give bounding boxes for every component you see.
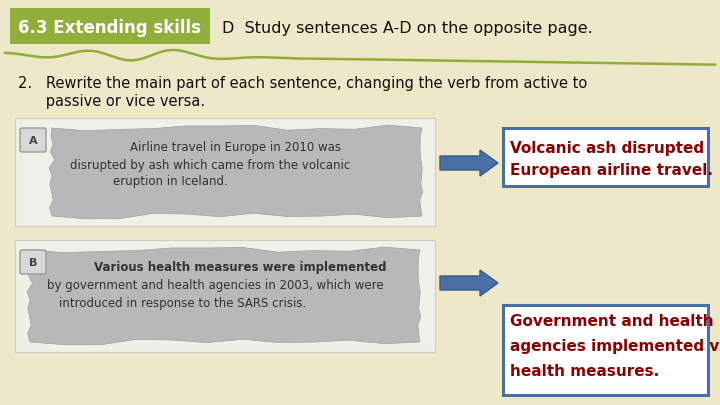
Text: Airline travel in Europe in 2010 was: Airline travel in Europe in 2010 was: [130, 141, 341, 154]
FancyArrow shape: [440, 270, 498, 296]
FancyBboxPatch shape: [503, 305, 708, 395]
Text: introduced in response to the SARS crisis.: introduced in response to the SARS crisi…: [59, 298, 307, 311]
FancyBboxPatch shape: [15, 240, 435, 352]
Text: European airline travel.: European airline travel.: [510, 162, 713, 177]
Text: 6.3 Extending skills: 6.3 Extending skills: [19, 19, 202, 37]
FancyBboxPatch shape: [15, 118, 435, 226]
Polygon shape: [49, 125, 423, 219]
FancyBboxPatch shape: [20, 128, 46, 152]
Text: by government and health agencies in 2003, which were: by government and health agencies in 200…: [47, 279, 383, 292]
Text: health measures.: health measures.: [510, 364, 660, 379]
Text: A: A: [29, 136, 37, 146]
Text: Volcanic ash disrupted: Volcanic ash disrupted: [510, 141, 704, 156]
Text: eruption in Iceland.: eruption in Iceland.: [112, 175, 228, 188]
Text: agencies implemented various: agencies implemented various: [510, 339, 720, 354]
Text: passive or vice versa.: passive or vice versa.: [18, 94, 205, 109]
Text: disrupted by ash which came from the volcanic: disrupted by ash which came from the vol…: [70, 158, 350, 171]
FancyBboxPatch shape: [20, 250, 46, 274]
Text: 2.   Rewrite the main part of each sentence, changing the verb from active to: 2. Rewrite the main part of each sentenc…: [18, 76, 588, 91]
Text: Various health measures were implemented: Various health measures were implemented: [94, 262, 386, 275]
Text: D  Study sentences A-D on the opposite page.: D Study sentences A-D on the opposite pa…: [222, 21, 593, 36]
Polygon shape: [27, 247, 420, 345]
FancyArrow shape: [440, 150, 498, 176]
FancyBboxPatch shape: [503, 128, 708, 186]
Text: B: B: [29, 258, 37, 268]
FancyBboxPatch shape: [10, 8, 210, 44]
Text: Government and health: Government and health: [510, 315, 714, 330]
